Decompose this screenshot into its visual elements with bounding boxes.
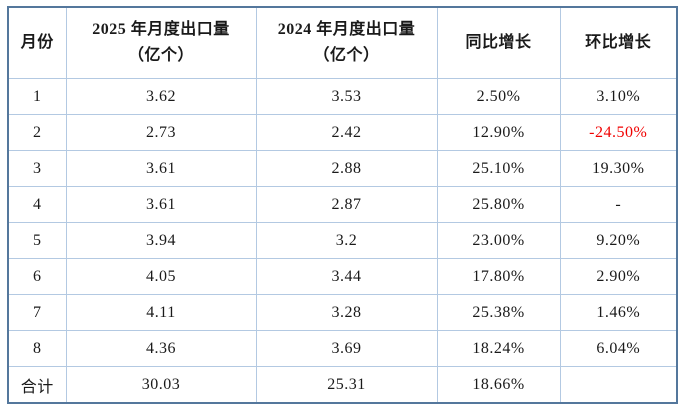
export-2024-cell: 2.87 [255,186,438,223]
yoy-growth-cell: 25.10% [436,150,561,187]
header-label: 月份 [20,34,54,51]
yoy-growth-cell: 25.80% [436,186,561,223]
mom-growth-cell: 2.90% [559,258,678,295]
column-header-export-2024: 2024 年月度出口量 （亿个） [255,6,438,79]
export-2024-cell: 3.28 [255,294,438,331]
column-header-month: 月份 [7,6,67,79]
export-2025-cell: 4.36 [65,330,257,367]
yoy-growth-cell: 25.38% [436,294,561,331]
export-2025-cell: 3.94 [65,222,257,259]
month-cell: 4 [7,186,67,223]
month-cell: 8 [7,330,67,367]
table-row: 6 4.05 3.44 17.80% 2.90% [7,258,678,295]
total-row: 合计 30.03 25.31 18.66% [7,366,678,404]
month-cell: 1 [7,78,67,115]
table-row: 2 2.73 2.42 12.90% -24.50% [7,114,678,151]
monthly-export-table: 月份 2025 年月度出口量 （亿个） 2024 年月度出口量 （亿个） 同比增… [7,6,678,404]
mom-growth-cell: - [559,186,678,223]
header-label-line2: （亿个） [127,47,194,64]
month-cell: 3 [7,150,67,187]
export-2024-cell: 2.88 [255,150,438,187]
mom-growth-cell: 1.46% [559,294,678,331]
table-row: 8 4.36 3.69 18.24% 6.04% [7,330,678,367]
export-2024-cell: 3.2 [255,222,438,259]
mom-growth-cell-negative: -24.50% [559,114,678,151]
month-cell: 6 [7,258,67,295]
export-2025-cell: 3.61 [65,186,257,223]
export-2024-cell: 3.44 [255,258,438,295]
export-2024-cell: 3.53 [255,78,438,115]
mom-growth-cell: 9.20% [559,222,678,259]
yoy-growth-cell: 17.80% [436,258,561,295]
yoy-growth-cell: 12.90% [436,114,561,151]
export-2024-cell: 3.69 [255,330,438,367]
export-table-container: 月份 2025 年月度出口量 （亿个） 2024 年月度出口量 （亿个） 同比增… [7,6,678,404]
mom-growth-cell: 6.04% [559,330,678,367]
yoy-growth-cell: 2.50% [436,78,561,115]
export-2025-cell: 4.05 [65,258,257,295]
header-label: 2024 年月度出口量 [277,21,416,38]
table-row: 3 3.61 2.88 25.10% 19.30% [7,150,678,187]
header-row: 月份 2025 年月度出口量 （亿个） 2024 年月度出口量 （亿个） 同比增… [7,6,678,79]
column-header-mom-growth: 环比增长 [559,6,678,79]
month-cell: 2 [7,114,67,151]
mom-growth-cell: 19.30% [559,150,678,187]
column-header-yoy-growth: 同比增长 [436,6,561,79]
total-mom-growth-cell [559,366,678,404]
header-label: 同比增长 [465,34,532,51]
header-label-line2: （亿个） [313,47,380,64]
total-yoy-growth-cell: 18.66% [436,366,561,404]
table-row: 1 3.62 3.53 2.50% 3.10% [7,78,678,115]
table-row: 7 4.11 3.28 25.38% 1.46% [7,294,678,331]
month-cell: 5 [7,222,67,259]
header-label: 环比增长 [585,34,652,51]
export-2025-cell: 3.62 [65,78,257,115]
column-header-export-2025: 2025 年月度出口量 （亿个） [65,6,257,79]
header-label: 2025 年月度出口量 [92,21,230,38]
total-export-2024-cell: 25.31 [255,366,438,404]
table-row: 4 3.61 2.87 25.80% - [7,186,678,223]
month-cell: 7 [7,294,67,331]
table-row: 5 3.94 3.2 23.00% 9.20% [7,222,678,259]
total-label-cell: 合计 [7,366,67,404]
yoy-growth-cell: 23.00% [436,222,561,259]
export-2025-cell: 2.73 [65,114,257,151]
export-2025-cell: 4.11 [65,294,257,331]
export-2024-cell: 2.42 [255,114,438,151]
total-export-2025-cell: 30.03 [65,366,257,404]
export-2025-cell: 3.61 [65,150,257,187]
yoy-growth-cell: 18.24% [436,330,561,367]
mom-growth-cell: 3.10% [559,78,678,115]
